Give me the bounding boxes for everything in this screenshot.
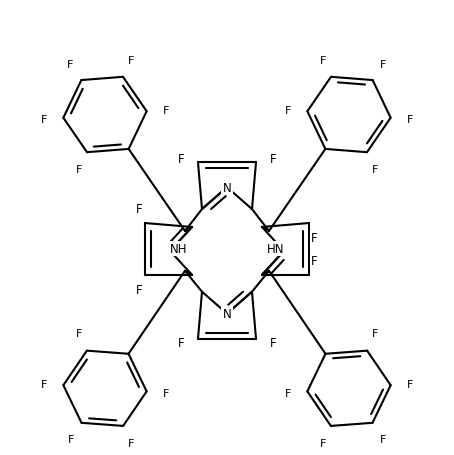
Text: F: F <box>178 336 184 349</box>
Text: F: F <box>163 388 169 398</box>
Text: F: F <box>67 60 74 70</box>
Text: NH: NH <box>170 243 188 256</box>
Text: F: F <box>406 379 413 389</box>
Text: HN: HN <box>266 243 284 256</box>
Text: N: N <box>222 181 232 194</box>
Text: F: F <box>270 153 276 166</box>
Text: F: F <box>380 60 387 70</box>
Text: F: F <box>41 115 48 125</box>
Text: F: F <box>41 379 48 389</box>
Text: F: F <box>372 329 379 339</box>
Text: F: F <box>178 153 184 166</box>
Text: F: F <box>136 202 143 216</box>
Text: F: F <box>406 115 413 125</box>
Text: F: F <box>380 434 386 444</box>
Text: F: F <box>128 56 134 66</box>
Text: F: F <box>68 434 74 444</box>
Text: F: F <box>163 106 169 116</box>
Text: F: F <box>136 283 143 296</box>
Text: F: F <box>285 106 291 116</box>
Text: F: F <box>311 232 318 244</box>
Text: F: F <box>320 56 326 66</box>
Text: N: N <box>222 308 232 320</box>
Text: F: F <box>319 438 326 448</box>
Text: F: F <box>76 165 82 175</box>
Text: F: F <box>372 165 378 175</box>
Text: F: F <box>270 336 276 349</box>
Text: F: F <box>285 388 291 398</box>
Text: F: F <box>311 254 318 267</box>
Text: F: F <box>128 438 135 448</box>
Text: F: F <box>75 329 82 339</box>
